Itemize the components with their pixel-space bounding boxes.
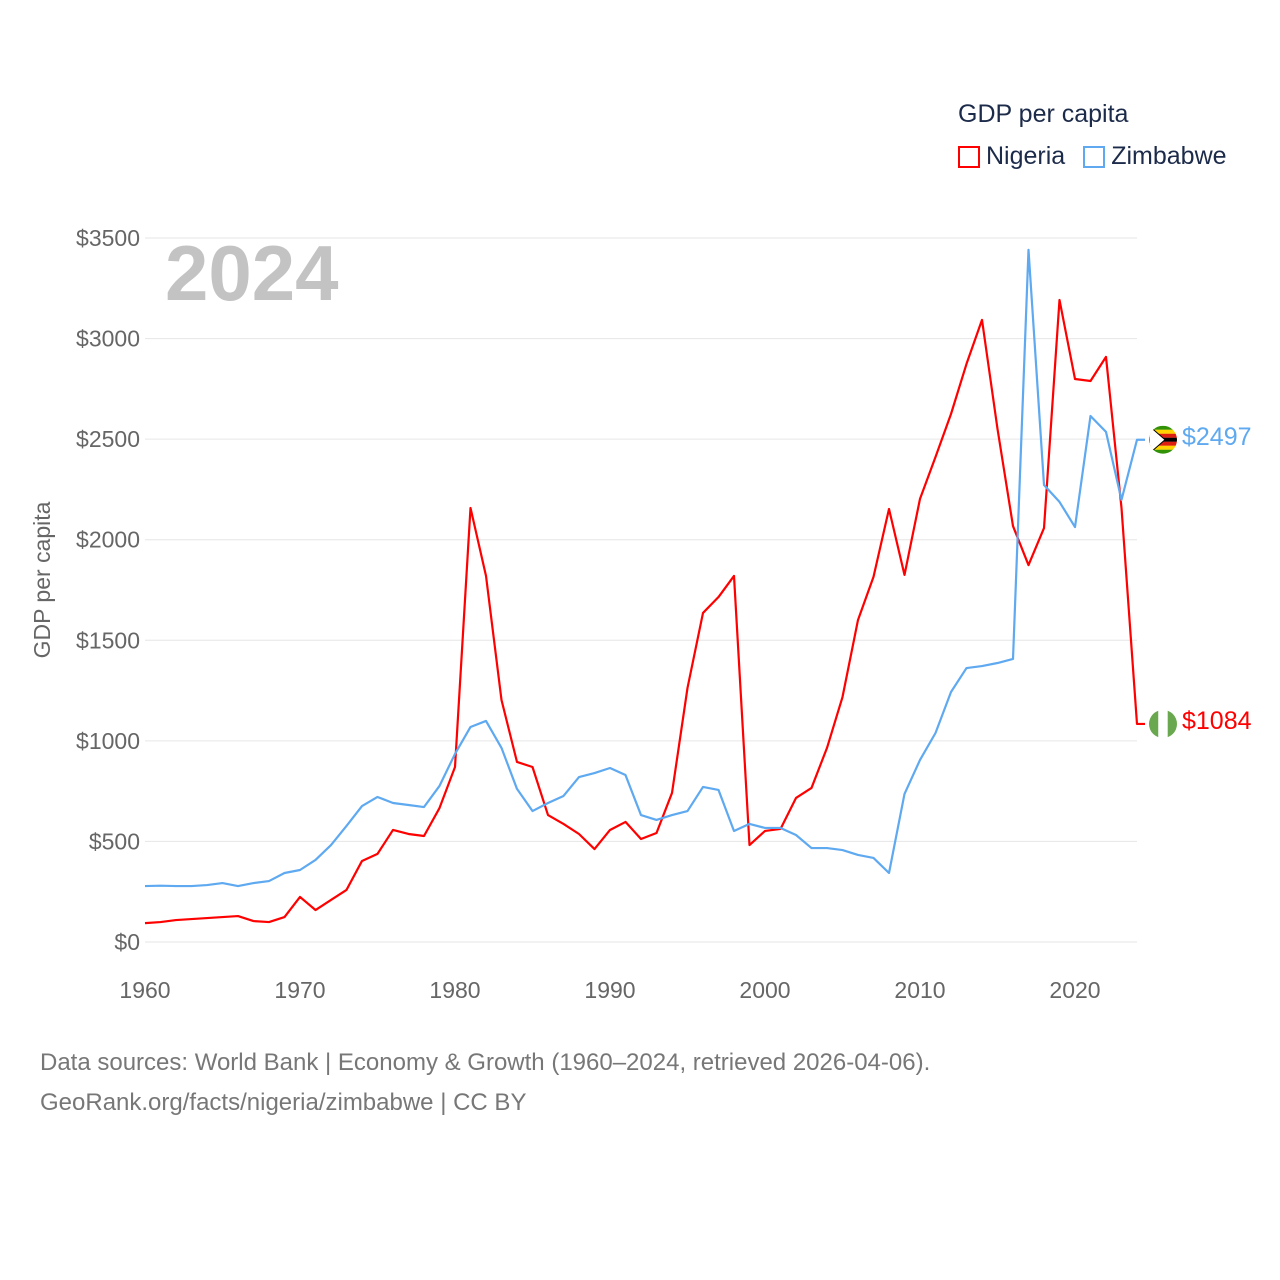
- x-tick-label: 1990: [584, 977, 635, 1003]
- series-line-zimbabwe: [144, 248, 1145, 888]
- series-line-nigeria: [144, 298, 1145, 925]
- legend-title: GDP per capita: [958, 100, 1129, 128]
- footer-link[interactable]: GeoRank.org/facts/nigeria/zimbabwe | CC …: [40, 1089, 527, 1116]
- y-tick-label: $0: [114, 929, 140, 955]
- y-tick-label: $500: [89, 828, 140, 854]
- x-tick-label: 2020: [1049, 977, 1100, 1003]
- x-tick-label: 1970: [274, 977, 325, 1003]
- nigeria-flag-icon: [1149, 709, 1177, 738]
- footer-sources: Data sources: World Bank | Economy & Gro…: [40, 1049, 931, 1076]
- legend-item-nigeria[interactable]: Nigeria: [958, 142, 1065, 171]
- y-tick-label: $1000: [76, 728, 140, 754]
- x-tick-label: 1980: [429, 977, 480, 1003]
- y-tick-label: $2000: [76, 527, 140, 553]
- legend: Nigeria Zimbabwe: [958, 142, 1227, 171]
- end-label-zimbabwe: $2497: [1182, 423, 1252, 451]
- x-tick-label: 1960: [119, 977, 170, 1003]
- legend-swatch-zimbabwe: [1083, 146, 1106, 168]
- legend-label-zimbabwe: Zimbabwe: [1111, 142, 1227, 170]
- footer: Data sources: World Bank | Economy & Gro…: [40, 1043, 930, 1123]
- legend-label-nigeria: Nigeria: [986, 142, 1066, 170]
- y-axis-label: GDP per capita: [29, 501, 55, 658]
- zimbabwe-flag-icon: [1149, 425, 1177, 454]
- year-label: 2024: [165, 229, 339, 317]
- y-tick-label: $2500: [76, 426, 140, 452]
- x-tick-label: 2010: [894, 977, 945, 1003]
- y-tick-label: $1500: [76, 627, 140, 653]
- y-tick-label: $3500: [76, 225, 140, 251]
- y-tick-label: $3000: [76, 326, 140, 352]
- legend-swatch-nigeria: [958, 146, 980, 168]
- x-tick-label: 2000: [739, 977, 790, 1003]
- end-label-nigeria: $1084: [1182, 707, 1252, 735]
- legend-item-zimbabwe[interactable]: Zimbabwe: [1083, 142, 1227, 171]
